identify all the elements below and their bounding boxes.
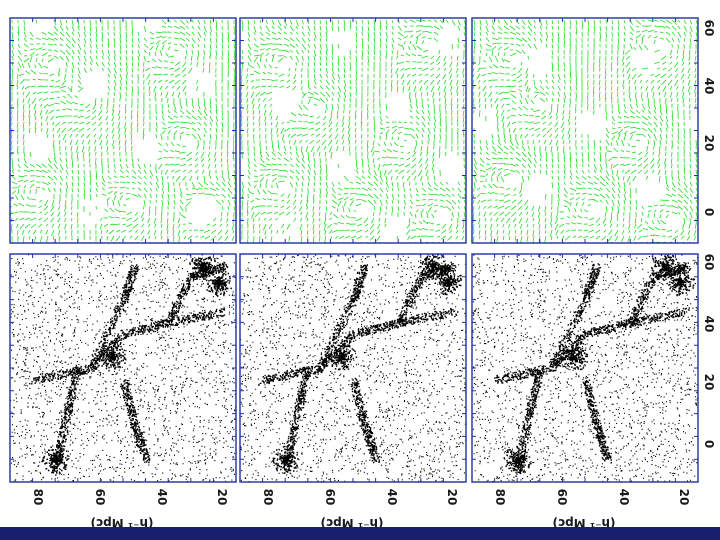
- panel-background: [10, 18, 236, 243]
- labels-layer: 0 20 40 60 0 20 40 60 80 60 40 20 (h⁻¹ Mpc) 80 60 40 20 (…: [31, 20, 716, 530]
- y-tick-label-bottom: 20: [702, 374, 716, 391]
- velocity-field-panel: [471, 17, 699, 244]
- vector-field-icon: [240, 19, 466, 243]
- y-tick-label-top: 40: [702, 78, 716, 95]
- x-tick-label: 80: [31, 489, 45, 506]
- x-tick-label: 20: [215, 489, 229, 506]
- x-tick-label: 60: [323, 489, 337, 506]
- panel-ticks: [240, 254, 466, 482]
- particle-points: [240, 254, 466, 482]
- x-tick-label: 60: [93, 489, 107, 506]
- particle-points: [472, 254, 698, 482]
- panel-background: [240, 254, 466, 482]
- panel-background: [472, 18, 698, 243]
- x-tick-label: 80: [261, 489, 275, 506]
- particle-cloud-icon: [472, 254, 698, 482]
- particle-cloud-icon: [10, 254, 236, 482]
- particle-panel: [471, 253, 699, 483]
- y-tick-label-bottom: 60: [702, 254, 716, 271]
- x-axis-title: (h⁻¹ Mpc): [91, 516, 154, 530]
- x-tick-label: 40: [617, 489, 631, 506]
- particle-cloud-icon: [240, 254, 466, 482]
- particle-panel: [239, 253, 467, 483]
- panels-layer: [9, 17, 699, 483]
- panel-background: [240, 18, 466, 243]
- vector-field-icon: [10, 19, 236, 243]
- particle-points: [10, 254, 236, 482]
- bottom-band: [0, 527, 720, 540]
- y-tick-label-top: 20: [702, 135, 716, 152]
- y-tick-label-top: 60: [702, 20, 716, 37]
- panel-ticks: [10, 18, 236, 243]
- velocity-vectors: [10, 19, 236, 243]
- x-tick-label: 40: [155, 489, 169, 506]
- panel-ticks: [472, 254, 698, 482]
- x-tick-label: 20: [445, 489, 459, 506]
- panel-ticks: [240, 18, 466, 243]
- y-tick-label-bottom: 0: [702, 440, 716, 448]
- y-tick-label-bottom: 40: [702, 316, 716, 333]
- panel-ticks: [10, 254, 236, 482]
- velocity-vectors: [472, 19, 698, 243]
- particle-panel: [9, 253, 237, 483]
- panel-ticks: [472, 18, 698, 243]
- velocity-field-panel: [9, 17, 237, 244]
- x-axis-title: (h⁻¹ Mpc): [553, 516, 616, 530]
- vector-field-icon: [472, 19, 698, 243]
- x-tick-label: 40: [385, 489, 399, 506]
- x-tick-label: 60: [555, 489, 569, 506]
- x-tick-label: 20: [677, 489, 691, 506]
- velocity-field-panel: [239, 17, 467, 244]
- y-tick-label-top: 0: [702, 208, 716, 216]
- velocity-vectors: [240, 19, 466, 243]
- x-axis-title: (h⁻¹ Mpc): [321, 516, 384, 530]
- x-tick-label: 80: [493, 489, 507, 506]
